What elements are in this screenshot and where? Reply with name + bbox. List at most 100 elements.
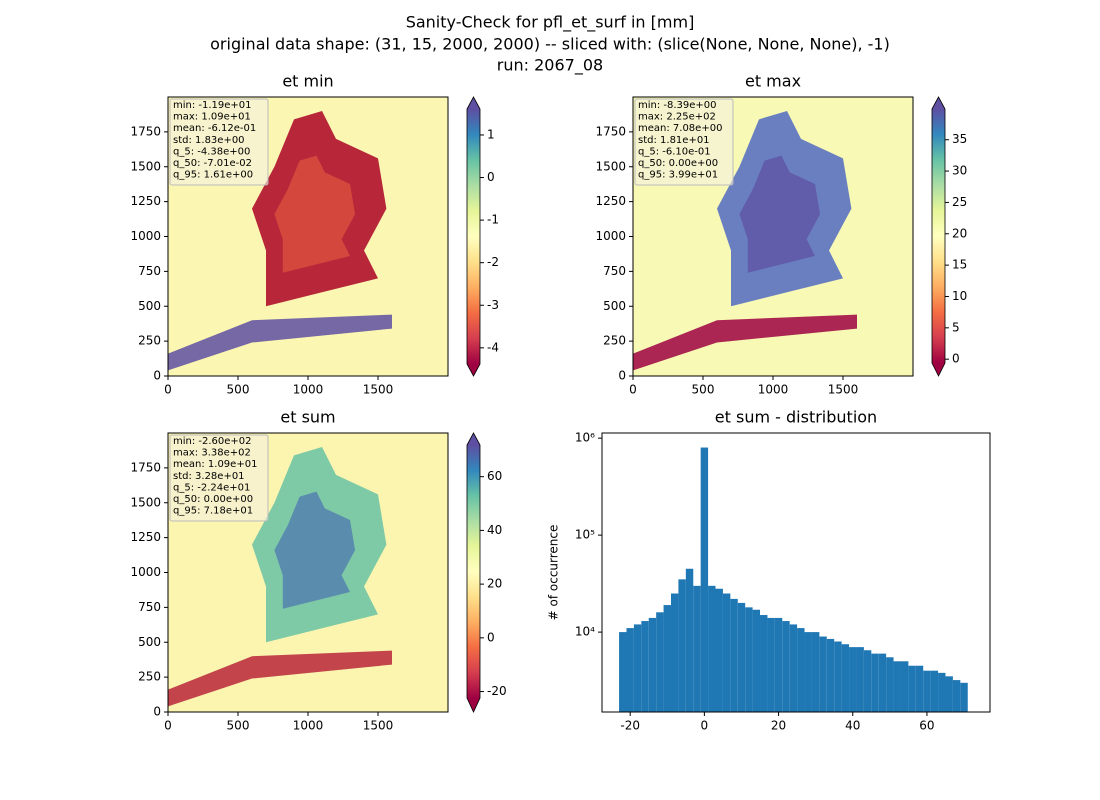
colorbar-tick-label: -3 [487,298,499,312]
x-tick-label: 500 [692,383,715,397]
colorbar-tick-label: 40 [487,523,502,537]
stats-line: q_95: 3.99e+01 [638,170,718,181]
colorbar-tick-label: 20 [487,577,502,591]
bar [670,593,679,712]
y-tick-label: 250 [138,670,161,684]
bar [900,661,909,712]
bar [952,680,961,712]
bar [767,617,775,712]
bar [722,593,731,712]
stats-line: q_5: -2.24e+01 [173,482,250,493]
y-tick-label: 750 [138,264,161,278]
x-tick-label: -20 [620,719,640,733]
field-region [168,650,392,707]
stats-line: q_95: 1.61e+00 [173,170,253,181]
bar [923,670,931,712]
stats-line: q_50: -7.01e-02 [173,158,252,169]
y-tick-label: 1250 [130,530,161,544]
colorbar-tick-label: -1 [487,213,499,227]
stats-line: mean: -6.12e-01 [173,123,256,134]
y-tick-label: 1000 [130,229,161,243]
heatmap-image [168,97,448,376]
bar [708,585,716,712]
axes-title: et sum [280,408,335,427]
y-tick-label: 0 [153,705,161,719]
colorbar-tick-label: 5 [952,320,960,334]
field-region [274,155,356,273]
colorbar-tick-label: -4 [487,340,499,354]
y-tick-label: 1750 [130,124,161,138]
bar [745,607,753,712]
y-tick-label: 750 [603,264,626,278]
stats-line: mean: 1.09e+01 [173,459,257,470]
colorbar-extend [467,97,480,109]
y-tick-label: 1500 [130,495,161,509]
x-tick-label: 500 [227,719,250,733]
stats-line: min: -1.19e+01 [173,100,252,111]
y-tick-label: 750 [138,600,161,614]
suptitle: Sanity-Check for pfl_et_surf in [mm] [406,13,695,33]
colorbar [467,445,480,698]
bar [641,621,649,712]
colorbar-tick-label: 0 [487,630,495,644]
stats-line: q_95: 7.18e+01 [173,506,253,517]
colorbar-extend [467,433,480,445]
colorbar-tick-label: 15 [952,258,967,272]
bars [619,447,968,712]
y-tick-label: 1000 [130,565,161,579]
y-tick-label: 1750 [595,124,626,138]
colorbar-tick-label: 30 [952,164,967,178]
stats-line: max: 2.25e+02 [638,112,716,123]
stats-line: std: 1.83e+00 [173,135,245,146]
colorbar-tick-label: -20 [487,684,507,698]
y-tick-label: 0 [618,369,626,383]
bar [863,650,872,712]
stats-line: max: 1.09e+01 [173,112,251,123]
colorbar-tick-label: 60 [487,469,502,483]
bar [871,653,879,712]
y-tick-label: 500 [138,635,161,649]
bar [656,612,664,712]
y-tick-label: 1250 [130,194,161,208]
bar [789,624,798,712]
field-region [274,491,356,609]
y-tick-label: 10⁵ [575,528,595,542]
y-tick-label: 1000 [595,229,626,243]
bar [811,632,820,712]
colorbar-tick-label: 1 [487,127,495,141]
colorbar-tick-label: -2 [487,255,499,269]
axes-title: et sum - distribution [715,408,877,427]
bar [730,598,738,712]
stats-line: max: 3.38e+02 [173,448,251,459]
suptitle: run: 2067_08 [497,56,603,76]
bar [663,605,671,712]
axes-title: et max [745,72,801,91]
stats-line: min: -2.60e+02 [173,436,252,447]
stats-box [634,98,734,186]
colorbar-extend [467,364,480,376]
field-region [633,314,857,371]
bar [960,682,968,712]
bar [737,602,746,712]
x-tick-label: 40 [845,719,860,733]
colorbar-outline [931,96,946,377]
field-region [168,314,392,371]
bar [752,609,761,712]
colorbar-tick-label: 10 [952,289,967,303]
bar [774,617,783,712]
bar [797,628,805,712]
x-tick-label: 0 [701,719,709,733]
x-tick-label: 0 [629,383,637,397]
field-region [739,155,821,273]
bar [760,615,768,712]
x-tick-label: 500 [227,383,250,397]
bar [856,647,864,712]
bar [700,447,709,712]
stats-line: std: 1.81e+01 [638,135,710,146]
axes-title: et min [282,72,333,91]
y-tick-label: 1750 [130,460,161,474]
y-tick-label: 500 [603,299,626,313]
bar [626,628,634,712]
stats-box [169,98,269,186]
bar [826,638,835,712]
